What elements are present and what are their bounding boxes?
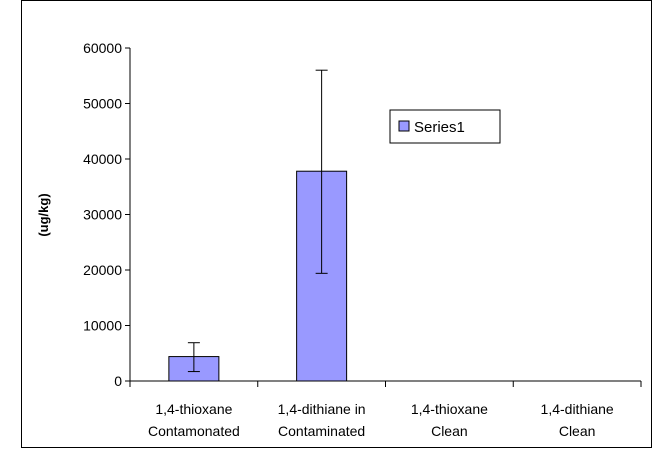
x-tick-label-line: 1,4-thioxane: [411, 401, 488, 417]
x-tick-label-line: Contaminated: [278, 423, 365, 439]
y-axis: 0 10000 20000 30000 40000 50000 60000: [83, 40, 131, 389]
y-tick-label: 40000: [83, 151, 122, 167]
legend-label: Series1: [414, 119, 465, 136]
x-tick-label: 1,4-thioxane Clean: [411, 401, 488, 439]
y-tick-label: 0: [114, 373, 122, 389]
legend: Series1: [389, 109, 501, 144]
x-tick-label: 1,4-dithiane in Contaminated: [278, 401, 366, 439]
x-tick-label-line: 1,4-thioxane: [155, 401, 232, 417]
y-axis-title: (ug/kg): [36, 193, 51, 236]
x-tick-label-line: Contamonated: [148, 423, 240, 439]
y-tick-label: 10000: [83, 318, 122, 334]
legend-swatch: [398, 120, 410, 132]
x-tick-label-line: Clean: [559, 423, 596, 439]
x-tick-label: 1,4-dithiane Clean: [541, 401, 614, 439]
y-tick-label: 60000: [83, 40, 122, 56]
x-tick-label-line: 1,4-dithiane: [541, 401, 614, 417]
x-tick-label-line: Clean: [431, 423, 468, 439]
error-bars: [187, 69, 328, 373]
y-tick-label: 30000: [83, 207, 122, 223]
x-axis: 1,4-thioxane Contamonated 1,4-dithiane in C…: [129, 380, 642, 439]
x-tick-label-line: 1,4-dithiane in: [278, 401, 366, 417]
y-tick-label: 20000: [83, 262, 122, 278]
x-tick-label: 1,4-thioxane Contamonated: [148, 401, 240, 439]
y-tick-label: 50000: [83, 96, 122, 112]
